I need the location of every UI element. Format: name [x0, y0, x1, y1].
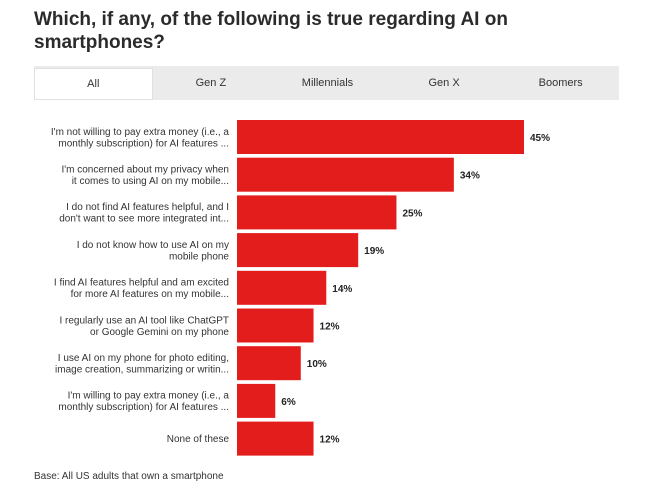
tab-gen-x[interactable]: Gen X	[428, 77, 460, 89]
value-label-6: 10%	[307, 359, 327, 370]
category-label-4: I find AI features helpful and am excite…	[54, 278, 229, 301]
bar-8[interactable]	[237, 421, 314, 456]
tab-gen-z[interactable]: Gen Z	[195, 77, 227, 89]
tab-boomers[interactable]: Boomers	[538, 77, 583, 89]
bar-1[interactable]	[237, 157, 454, 192]
bar-5[interactable]	[237, 308, 314, 343]
value-label-7: 6%	[281, 397, 296, 408]
value-label-3: 19%	[364, 246, 384, 257]
bar-2[interactable]	[237, 195, 397, 230]
value-label-1: 34%	[460, 171, 480, 182]
category-label-3: I do not know how to use AI on my mobile …	[77, 240, 230, 263]
bar-6[interactable]	[237, 346, 301, 381]
category-label-1: I'm concerned about my privacy when it co…	[61, 164, 229, 187]
bar-4[interactable]	[237, 270, 327, 305]
category-label-6: I use AI on my phone for photo editing, i…	[55, 353, 229, 376]
bar-chart: 45% I'm not willing to pay extra money (i…	[51, 120, 550, 456]
chart-title: Which, if any, of the following is true …	[34, 9, 508, 53]
value-label-2: 25%	[402, 208, 422, 219]
category-label-5: I regularly use an AI tool like ChatGPT o…	[59, 315, 229, 338]
value-label-4: 14%	[332, 284, 352, 295]
footnote: Base: All US adults that own a smartphon…	[34, 471, 224, 482]
category-label-2: I do not find AI features helpful, and I…	[59, 202, 229, 225]
category-label-0: I'm not willing to pay extra money (i.e.…	[51, 127, 230, 150]
value-label-8: 12%	[320, 435, 340, 446]
tab-all[interactable]: All	[34, 68, 153, 100]
bar-3[interactable]	[237, 233, 359, 268]
value-label-5: 12%	[320, 322, 340, 333]
bar-0[interactable]	[237, 120, 524, 154]
value-label-0: 45%	[530, 133, 550, 144]
tab-millennials[interactable]: Millennials	[301, 77, 354, 89]
generation-tabs: All Gen Z Millennials Gen X Boomers	[34, 66, 619, 100]
bar-7[interactable]	[237, 383, 276, 418]
category-label-8: None of these	[167, 434, 230, 445]
